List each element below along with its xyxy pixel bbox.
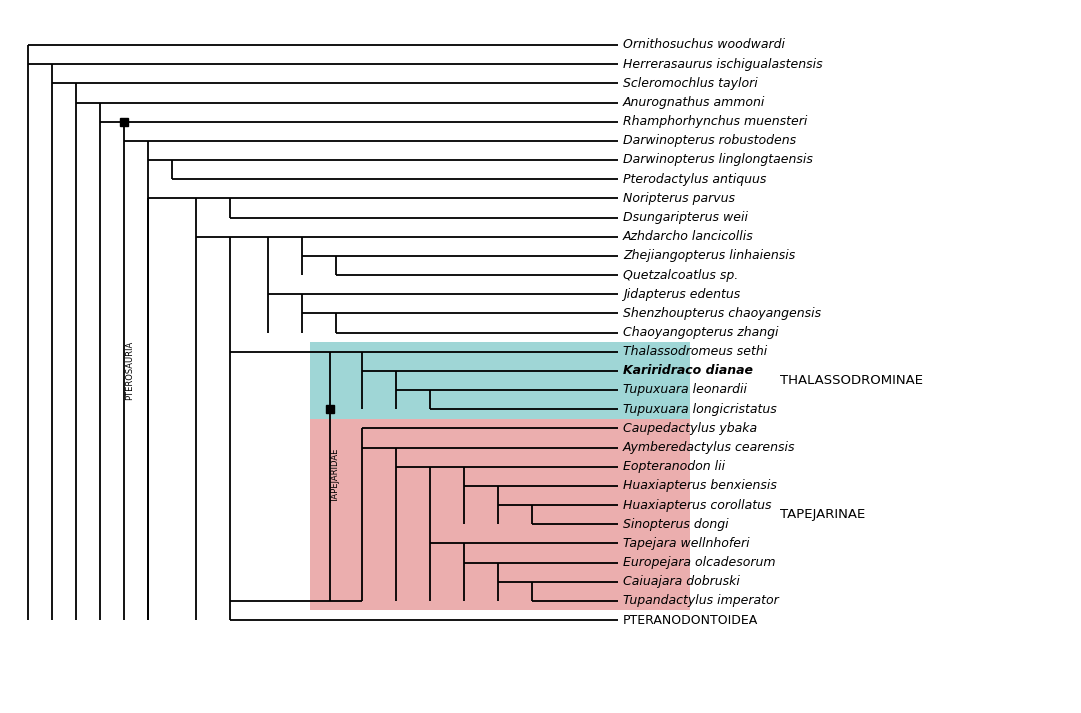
Text: Kariridraco dianae: Kariridraco dianae (623, 364, 753, 377)
Text: PTERANODONTOIDEA: PTERANODONTOIDEA (623, 613, 758, 627)
Text: Eopteranodon lii: Eopteranodon lii (623, 460, 725, 473)
Text: Noripterus parvus: Noripterus parvus (623, 192, 735, 205)
Text: Jidapterus edentus: Jidapterus edentus (623, 287, 740, 301)
Text: Zhejiangopterus linhaiensis: Zhejiangopterus linhaiensis (623, 250, 796, 262)
Text: Quetzalcoatlus sp.: Quetzalcoatlus sp. (623, 269, 738, 282)
Text: Ornithosuchus woodwardi: Ornithosuchus woodwardi (623, 39, 785, 51)
Text: Europejara olcadesorum: Europejara olcadesorum (623, 556, 775, 569)
Text: Scleromochlus taylori: Scleromochlus taylori (623, 77, 758, 90)
Bar (326, 405, 334, 413)
Text: Thalassodromeus sethi: Thalassodromeus sethi (623, 345, 768, 358)
Bar (310, 419, 690, 610)
Text: Aymberedactylus cearensis: Aymberedactylus cearensis (623, 441, 796, 454)
Text: Chaoyangopterus zhangi: Chaoyangopterus zhangi (623, 326, 778, 339)
Text: TAPEJARIDAE: TAPEJARIDAE (332, 449, 341, 503)
Text: Pterodactylus antiquus: Pterodactylus antiquus (623, 173, 766, 185)
Text: Tupuxuara longicristatus: Tupuxuara longicristatus (623, 403, 777, 416)
Text: TAPEJARINAE: TAPEJARINAE (780, 508, 865, 521)
Text: Tupandactylus imperator: Tupandactylus imperator (623, 595, 778, 607)
Text: Huaxiapterus corollatus: Huaxiapterus corollatus (623, 498, 772, 511)
Text: Shenzhoupterus chaoyangensis: Shenzhoupterus chaoyangensis (623, 307, 822, 320)
Text: Sinopterus dongi: Sinopterus dongi (623, 518, 729, 530)
Text: Tapejara wellnhoferi: Tapejara wellnhoferi (623, 537, 749, 550)
Text: Tupuxuara leonardii: Tupuxuara leonardii (623, 384, 747, 396)
Text: Herrerasaurus ischigualastensis: Herrerasaurus ischigualastensis (623, 58, 823, 71)
Text: Huaxiapterus benxiensis: Huaxiapterus benxiensis (623, 479, 777, 493)
Text: Darwinopterus robustodens: Darwinopterus robustodens (623, 134, 796, 148)
Text: Azhdarcho lancicollis: Azhdarcho lancicollis (623, 230, 753, 243)
Text: Caupedactylus ybaka: Caupedactylus ybaka (623, 422, 757, 435)
Text: Dsungaripterus weii: Dsungaripterus weii (623, 211, 748, 224)
Bar (310, 342, 690, 419)
Text: Darwinopterus linglongtaensis: Darwinopterus linglongtaensis (623, 153, 813, 167)
Text: Rhamphorhynchus muensteri: Rhamphorhynchus muensteri (623, 116, 808, 128)
Text: PTEROSAURIA: PTEROSAURIA (125, 342, 134, 401)
Bar (120, 118, 128, 125)
Text: THALASSODROMINAE: THALASSODROMINAE (780, 374, 923, 387)
Text: Anurognathus ammoni: Anurognathus ammoni (623, 96, 765, 109)
Text: Caiuajara dobruski: Caiuajara dobruski (623, 575, 739, 588)
